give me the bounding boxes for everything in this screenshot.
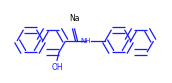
Text: OH: OH [51,63,63,72]
Text: Na: Na [69,14,80,23]
Text: NH: NH [80,38,91,44]
